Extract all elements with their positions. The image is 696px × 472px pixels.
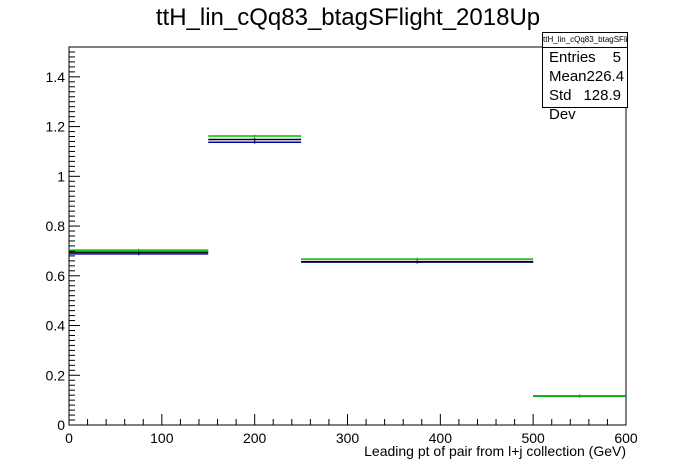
stats-entries-row: Entries 5: [543, 48, 627, 67]
x-tick-label: 500: [521, 430, 545, 446]
x-tick-label: 400: [429, 430, 453, 446]
stats-box: ttH_lin_cQq83_btagSFlight_2018Up Entries…: [542, 32, 628, 123]
y-tick-label: 1.2: [46, 119, 66, 135]
x-axis-ticks: 0 100 200 300 400 500 600: [65, 414, 638, 446]
y-tick-label: 0.4: [46, 318, 66, 334]
y-tick-label: 0: [57, 417, 65, 433]
x-tick-label: 200: [243, 430, 267, 446]
y-tick-label: 0.2: [46, 367, 66, 383]
y-tick-label: 0.6: [46, 268, 66, 284]
y-tick-label: 1: [57, 168, 65, 184]
histogram-series: [69, 134, 626, 398]
x-tick-label: 300: [336, 430, 360, 446]
stats-stddev-label: Std Dev: [549, 87, 576, 123]
x-axis-label: Leading pt of pair from l+j collection (…: [364, 443, 626, 459]
y-tick-label: 1.4: [46, 69, 66, 85]
stats-entries-label: Entries: [549, 49, 596, 66]
y-axis-ticks: 0 0.2 0.4 0.6 0.8 1 1.2 1.4: [46, 51, 80, 433]
x-tick-label: 100: [150, 430, 174, 446]
stats-mean-row: Mean 226.4: [543, 67, 627, 86]
stats-stddev-value: 128.9: [583, 87, 621, 104]
stats-stddev-row: Std Dev 128.9: [543, 86, 627, 123]
stats-box-title: ttH_lin_cQq83_btagSFlight_2018Up: [543, 33, 627, 48]
chart-title: ttH_lin_cQq83_btagSFlight_2018Up: [155, 4, 541, 31]
x-tick-label: 600: [614, 430, 638, 446]
x-tick-label: 0: [65, 430, 73, 446]
stats-mean-label: Mean: [549, 68, 587, 85]
stats-entries-value: 5: [612, 49, 621, 66]
y-tick-label: 0.8: [46, 218, 66, 234]
stats-mean-value: 226.4: [586, 68, 625, 85]
